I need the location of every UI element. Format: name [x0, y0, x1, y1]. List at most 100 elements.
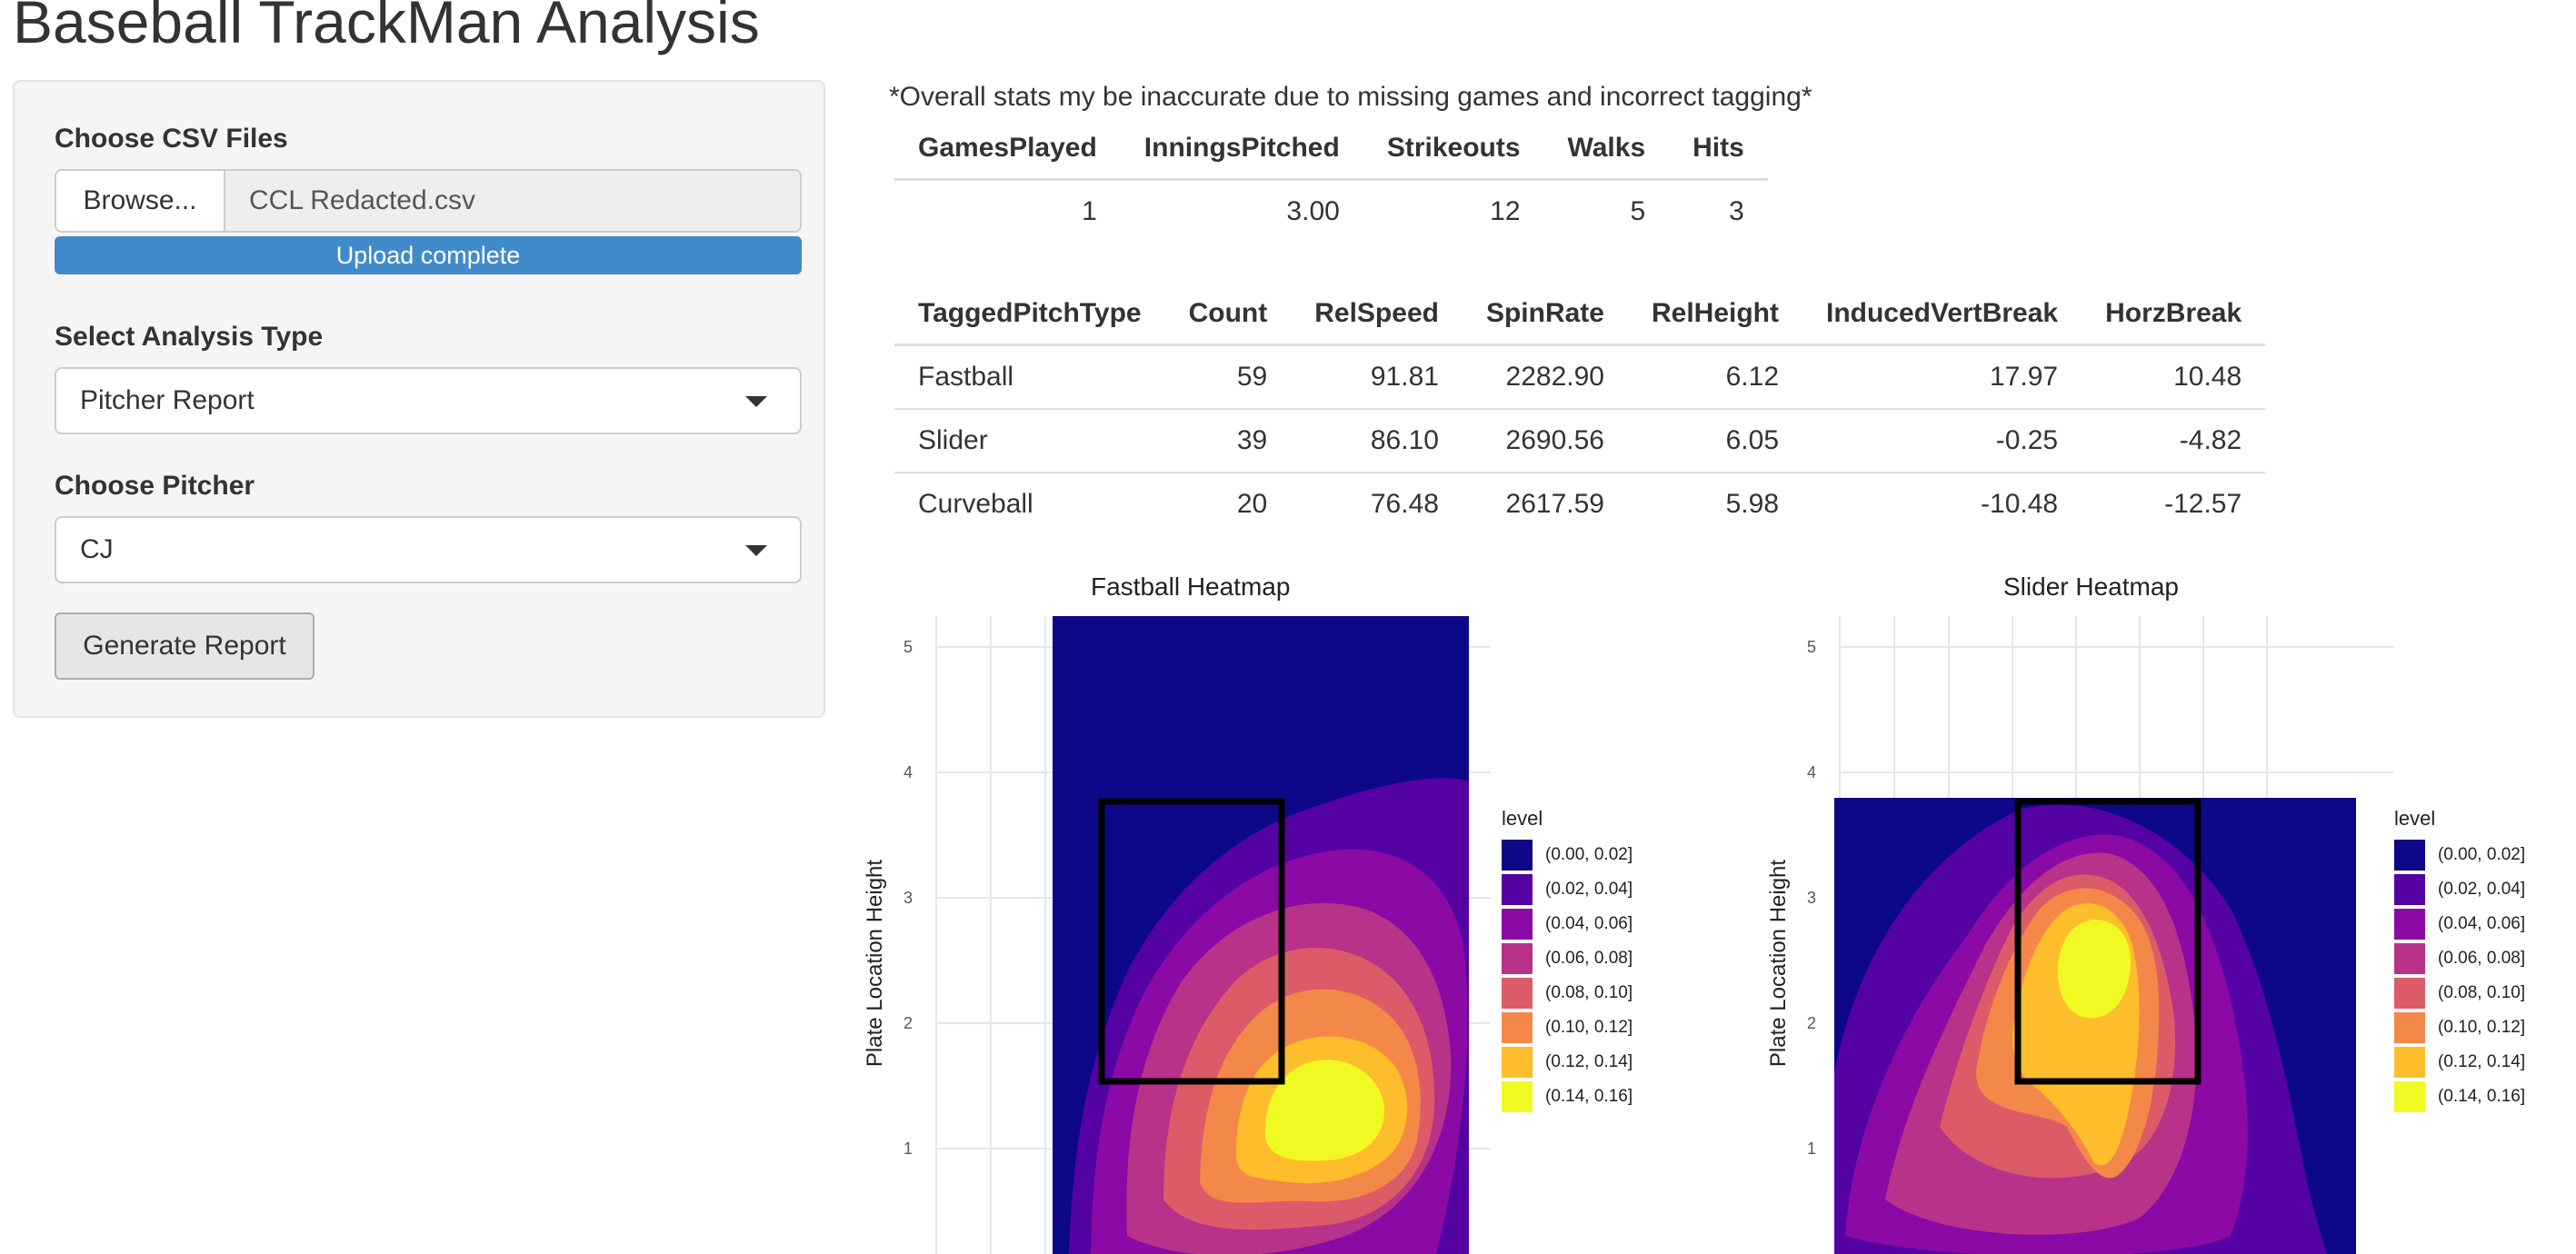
y-tick-label: 2 — [904, 1014, 913, 1032]
y-tick-label: 4 — [1807, 763, 1816, 781]
y-tick-label: 4 — [904, 763, 913, 781]
upload-status: Upload complete — [335, 241, 521, 269]
table-cell: -0.25 — [1802, 408, 2082, 473]
table-cell: 91.81 — [1370, 362, 1439, 392]
legend-label: (0.00, 0.02] — [2438, 845, 2526, 864]
legend-item: (0.04, 0.06] — [2394, 909, 2525, 940]
analysis-type-select[interactable]: Pitcher Report — [55, 367, 802, 434]
column-header: Hits — [1669, 118, 1768, 181]
table-cell: 3.00 — [1286, 196, 1340, 226]
legend-swatch — [2394, 1012, 2425, 1043]
stats-disclaimer: *Overall stats my be inaccurate due to m… — [889, 82, 1812, 112]
strike-zone-box — [1098, 798, 1285, 1085]
analysis-type-label: Select Analysis Type — [55, 322, 324, 352]
pitcher-label: Choose Pitcher — [55, 471, 255, 501]
table-cell: 76.48 — [1291, 472, 1463, 535]
column-header: RelSpeed — [1291, 284, 1463, 346]
table-cell: 6.12 — [1725, 362, 1779, 392]
legend-swatch — [2394, 1081, 2425, 1112]
legend-label: (0.04, 0.06] — [1545, 914, 1633, 933]
file-input-label: Choose CSV Files — [55, 124, 288, 154]
y-tick-label: 2 — [1807, 1014, 1816, 1032]
legend-item: (0.00, 0.02] — [2394, 840, 2525, 871]
legend-item: (0.02, 0.04] — [1502, 874, 1632, 905]
table-cell: -12.57 — [2082, 472, 2266, 535]
table-cell: Slider — [894, 408, 1165, 473]
legend-item: (0.06, 0.08] — [2394, 943, 2525, 974]
legend-label: (0.08, 0.10] — [2438, 983, 2526, 1002]
legend-swatch — [1502, 840, 1533, 871]
legend-label: (0.14, 0.16] — [1545, 1087, 1633, 1106]
legend-item: (0.10, 0.12] — [2394, 1012, 2525, 1043]
file-input[interactable]: Browse... CCL Redacted.csv — [55, 169, 802, 233]
pitcher-value: CJ — [80, 534, 114, 564]
legend-label: (0.12, 0.14] — [1545, 1052, 1633, 1071]
file-name-field[interactable]: CCL Redacted.csv — [225, 171, 800, 231]
density-level-8 — [2058, 920, 2131, 1019]
legend-swatch — [1502, 943, 1533, 974]
legend-item: (0.10, 0.12] — [1502, 1012, 1632, 1043]
table-row: Slider 39 86.10 2690.56 6.05 -0.25 -4.82 — [894, 408, 2266, 473]
legend-swatch — [2394, 909, 2425, 940]
heatmap-plot: 5 4 3 2 1 Plate Location Height — [1766, 616, 2394, 1254]
table-row: Fastball 59 91.81 2282.90 6.12 17.97 10.… — [894, 345, 2265, 410]
table-cell: 59 — [1236, 362, 1268, 392]
table-cell: 86.10 — [1291, 408, 1463, 473]
table-cell: Curveball — [894, 472, 1165, 535]
legend-swatch — [1502, 978, 1533, 1009]
table-cell: 2282.90 — [1505, 362, 1604, 392]
y-tick-label: 3 — [1807, 889, 1816, 907]
legend-item: (0.14, 0.16] — [2394, 1081, 2525, 1112]
table-cell: 5.98 — [1627, 472, 1802, 535]
pitcher-select[interactable]: CJ — [55, 516, 802, 583]
table-cell: 1 — [1082, 196, 1097, 226]
y-tick-label: 3 — [904, 889, 913, 907]
legend-item: (0.12, 0.14] — [1502, 1047, 1632, 1078]
table-row: 1 3.00 12 5 3 — [894, 180, 1768, 244]
legend-item: (0.06, 0.08] — [1502, 943, 1632, 974]
legend-swatch — [2394, 978, 2425, 1009]
table-cell: 12 — [1490, 196, 1521, 226]
generate-report-button[interactable]: Generate Report — [55, 612, 315, 680]
table-cell: 10.48 — [2173, 362, 2242, 392]
legend-item: (0.08, 0.10] — [2394, 978, 2525, 1009]
table-cell: 2690.56 — [1462, 408, 1628, 473]
chevron-down-icon — [745, 545, 767, 556]
upload-progress-bar: Upload complete — [55, 236, 802, 274]
legend-swatch — [1502, 909, 1533, 940]
density-level-8 — [1264, 1060, 1384, 1161]
legend-label: (0.06, 0.08] — [2438, 949, 2526, 968]
legend-label: (0.02, 0.04] — [1545, 880, 1633, 899]
table-cell: -10.48 — [1802, 472, 2082, 535]
column-header: RelHeight — [1627, 284, 1802, 346]
y-axis-label: Plate Location Height — [863, 860, 887, 1067]
table-cell: Fastball — [918, 362, 1014, 392]
column-header: InningsPitched — [1120, 118, 1363, 181]
browse-button[interactable]: Browse... — [56, 171, 225, 231]
y-tick-label: 5 — [1807, 638, 1816, 656]
fastball-heatmap: Fastball Heatmap 5 4 3 2 1 Plate Locatio… — [854, 563, 1745, 1254]
legend-swatch — [2394, 874, 2425, 905]
legend-swatch — [2394, 840, 2425, 871]
y-axis-label: Plate Location Height — [1766, 860, 1791, 1067]
table-cell: 6.05 — [1627, 408, 1802, 473]
legend-label: (0.14, 0.16] — [2438, 1087, 2526, 1106]
legend-swatch — [1502, 1047, 1533, 1078]
table-cell: -4.82 — [2082, 408, 2266, 473]
column-header: Strikeouts — [1363, 118, 1544, 181]
legend-item: (0.04, 0.06] — [1502, 909, 1632, 940]
table-cell: 20 — [1164, 472, 1292, 535]
y-tick-label: 1 — [1807, 1140, 1816, 1158]
legend-label: (0.02, 0.04] — [2438, 880, 2526, 899]
analysis-type-value: Pitcher Report — [80, 385, 255, 415]
legend-item: (0.08, 0.10] — [1502, 978, 1632, 1009]
legend-label: (0.10, 0.12] — [2438, 1018, 2526, 1037]
legend-title: level — [1502, 807, 1543, 830]
heatmap-title: Fastball Heatmap — [1091, 572, 1291, 601]
sidebar-panel: Choose CSV Files Browse... CCL Redacted.… — [13, 80, 825, 718]
column-header: SpinRate — [1462, 284, 1628, 346]
strike-zone-box — [2014, 798, 2202, 1085]
legend-item: (0.12, 0.14] — [2394, 1047, 2525, 1078]
legend-swatch — [2394, 943, 2425, 974]
legend-swatch — [1502, 1012, 1533, 1043]
